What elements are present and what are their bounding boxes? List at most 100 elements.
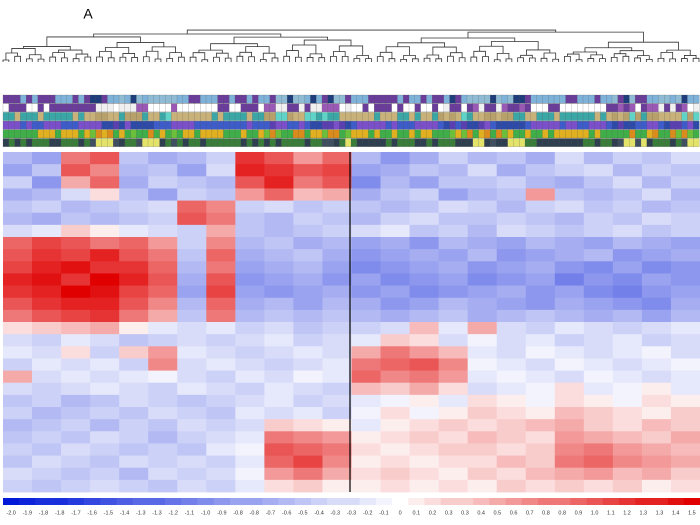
- heatmap-cell: [612, 273, 643, 286]
- annotation-cell: [652, 138, 659, 147]
- annotation-cell: [420, 94, 427, 104]
- annotation-cell: [310, 138, 317, 147]
- heatmap-cell: [177, 358, 207, 371]
- heatmap-cell: [525, 164, 556, 177]
- heatmap-cell: [177, 479, 207, 493]
- annotation-cell: [658, 112, 665, 121]
- annotation-cell: [524, 129, 532, 139]
- annotation-cell: [252, 129, 259, 139]
- heatmap-cell: [90, 261, 120, 274]
- heatmap-cell: [90, 200, 120, 214]
- heatmap-cell: [351, 285, 381, 299]
- heatmap-cell: [177, 224, 207, 238]
- color-bar-cell: [359, 498, 377, 505]
- heatmap-cell: [32, 188, 62, 201]
- annotation-cell: [194, 120, 201, 130]
- color-bar-cell: [667, 498, 685, 505]
- heatmap-cell: [264, 249, 294, 262]
- color-bar-cell: [165, 498, 182, 505]
- heatmap-cell: [90, 285, 120, 299]
- annotation-cell: [136, 120, 143, 130]
- annotation-cell: [629, 112, 636, 121]
- heatmap-cell: [467, 455, 498, 469]
- annotation-cell: [432, 94, 439, 104]
- heatmap-cell: [264, 261, 294, 274]
- annotation-cell: [559, 103, 566, 112]
- heatmap-cell: [670, 443, 700, 456]
- annotation-cell: [362, 120, 369, 130]
- heatmap: [3, 152, 700, 493]
- annotation-cell: [142, 129, 149, 139]
- annotation-cell: [194, 138, 201, 147]
- heatmap-cell: [380, 370, 410, 384]
- dendrogram-branch: [385, 46, 410, 56]
- heatmap-cell: [670, 370, 700, 384]
- annotation-cell: [287, 94, 294, 104]
- annotation-cell: [327, 138, 334, 147]
- heatmap-cell: [293, 334, 323, 347]
- heatmap-cell: [235, 309, 265, 323]
- dendrogram-branch: [72, 58, 80, 62]
- annotation-cell: [31, 103, 39, 112]
- annotation-cell: [466, 103, 474, 112]
- heatmap-cell: [409, 467, 440, 481]
- heatmap-cell: [293, 297, 323, 311]
- annotation-cell: [153, 103, 161, 112]
- heatmap-cell: [235, 382, 265, 396]
- heatmap-cell: [119, 358, 149, 371]
- annotation-cell: [107, 94, 114, 104]
- annotation-cell: [669, 94, 677, 104]
- annotation-cell: [113, 120, 120, 130]
- heatmap-cell: [438, 285, 469, 299]
- heatmap-cell: [293, 309, 323, 323]
- annotation-cell: [519, 129, 526, 139]
- annotation-cell: [263, 94, 271, 104]
- annotation-cell: [455, 129, 462, 139]
- annotation-cell: [524, 94, 532, 104]
- heatmap-cell: [32, 455, 62, 469]
- heatmap-cell: [322, 164, 352, 177]
- annotation-cell: [617, 112, 624, 121]
- dendrogram-branch: [178, 56, 185, 62]
- annotation-cell: [84, 129, 91, 139]
- heatmap-cell: [235, 297, 265, 311]
- annotation-cell: [385, 94, 392, 104]
- annotation-cell: [681, 138, 688, 147]
- annotation-cell: [339, 138, 346, 147]
- annotation-cell: [542, 94, 549, 104]
- heatmap-cell: [177, 152, 207, 165]
- heatmap-cell: [496, 212, 527, 226]
- dendrogram-branch: [46, 36, 141, 47]
- heatmap-cell: [612, 212, 643, 226]
- annotation-cell: [577, 112, 584, 121]
- heatmap-cell: [148, 261, 178, 274]
- annotation-cell: [43, 138, 50, 147]
- heatmap-cell: [554, 261, 585, 274]
- color-bar-label: 1.1: [607, 510, 615, 516]
- heatmap-cell: [177, 467, 207, 481]
- heatmap-cell: [438, 224, 469, 238]
- heatmap-cell: [32, 285, 62, 299]
- heatmap-cell: [148, 431, 178, 444]
- annotation-cell: [153, 138, 161, 147]
- annotation-cell: [171, 103, 178, 112]
- dendrogram-branch: [338, 45, 364, 56]
- color-bar-cell: [424, 498, 441, 505]
- heatmap-cell: [380, 467, 410, 481]
- heatmap-cell: [467, 297, 498, 311]
- heatmap-cell: [61, 297, 91, 311]
- dendrogram-branch: [122, 53, 135, 58]
- heatmap-cell: [32, 176, 62, 189]
- annotation-cell: [432, 112, 439, 121]
- annotation-cell: [89, 138, 97, 147]
- annotation-cell: [664, 94, 671, 104]
- annotation-cell: [159, 94, 166, 104]
- annotation-cell: [246, 94, 253, 104]
- heatmap-cell: [583, 237, 614, 250]
- annotation-cell: [339, 120, 346, 130]
- annotation-cell: [66, 129, 74, 139]
- annotation-cell: [623, 129, 630, 139]
- annotation-cell: [188, 103, 195, 112]
- annotation-cell: [205, 129, 213, 139]
- annotation-cell: [582, 94, 590, 104]
